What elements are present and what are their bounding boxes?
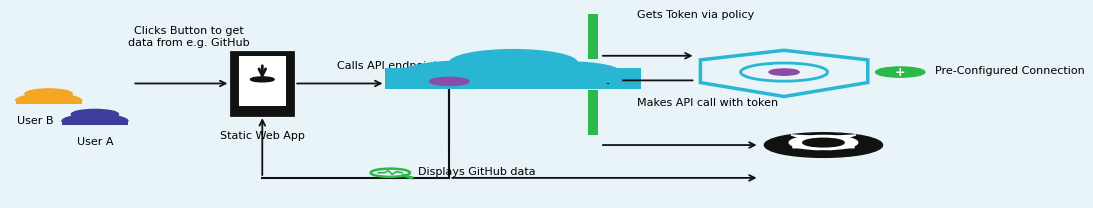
Circle shape [802, 138, 844, 147]
Circle shape [814, 151, 833, 155]
Text: User B: User B [16, 116, 54, 126]
Circle shape [71, 109, 118, 119]
Text: Displays GitHub data: Displays GitHub data [418, 167, 536, 177]
Circle shape [769, 69, 799, 75]
FancyBboxPatch shape [62, 121, 128, 125]
FancyBboxPatch shape [15, 101, 82, 104]
Text: +: + [895, 66, 906, 79]
Bar [386, 68, 642, 89]
Circle shape [789, 135, 858, 150]
FancyBboxPatch shape [232, 52, 293, 115]
Circle shape [791, 151, 811, 155]
Circle shape [514, 62, 622, 84]
Circle shape [449, 50, 577, 76]
Circle shape [250, 77, 274, 82]
Bar [588, 90, 598, 135]
Circle shape [836, 151, 856, 155]
Circle shape [388, 71, 471, 88]
Text: Pre-Configured Connection: Pre-Configured Connection [935, 66, 1084, 76]
FancyBboxPatch shape [238, 56, 286, 106]
Text: Static Web App: Static Web App [220, 131, 305, 141]
Circle shape [25, 89, 72, 99]
Circle shape [764, 133, 882, 157]
Polygon shape [826, 135, 856, 140]
Text: Calls API endpoint: Calls API endpoint [338, 61, 438, 71]
Polygon shape [791, 135, 821, 140]
Circle shape [555, 71, 638, 88]
Wedge shape [15, 94, 82, 101]
Bar [406, 69, 622, 83]
Wedge shape [792, 141, 855, 148]
Text: User A: User A [77, 137, 114, 147]
Text: Clicks Button to get
data from e.g. GitHub: Clicks Button to get data from e.g. GitH… [128, 26, 249, 48]
Text: Makes API call with token: Makes API call with token [637, 98, 778, 108]
Bar [588, 14, 598, 59]
Circle shape [875, 67, 925, 77]
Text: Gets Token via policy: Gets Token via policy [637, 10, 754, 20]
Wedge shape [62, 114, 128, 121]
Circle shape [430, 77, 469, 85]
Circle shape [402, 61, 516, 85]
